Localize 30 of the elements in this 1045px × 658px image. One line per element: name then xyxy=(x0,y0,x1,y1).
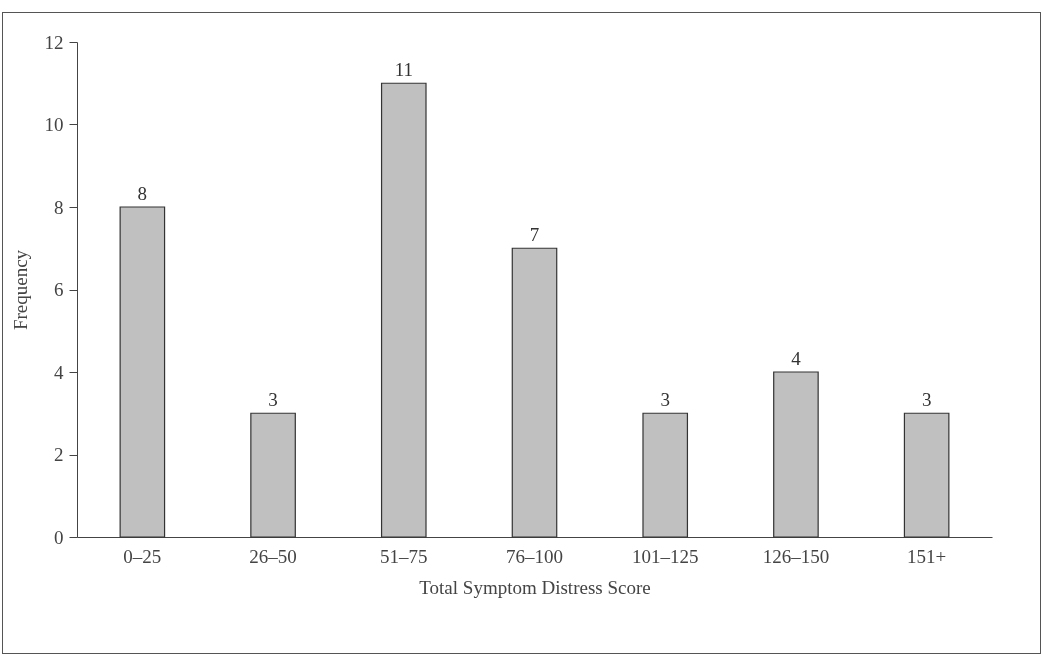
data-label: 8 xyxy=(137,183,148,204)
data-label: 3 xyxy=(268,389,278,411)
data-label: 4 xyxy=(791,348,802,369)
y-tick-label: 8 xyxy=(54,196,64,218)
y-tick-label: 12 xyxy=(44,31,64,53)
bar xyxy=(642,412,689,538)
data-label: 11 xyxy=(394,59,413,81)
bar xyxy=(903,412,950,538)
bar xyxy=(380,82,427,538)
x-tick-label: 0–25 xyxy=(123,545,162,567)
bar xyxy=(250,412,296,538)
y-tick-label: 4 xyxy=(54,361,64,383)
bar xyxy=(773,371,819,538)
y-axis-title: Frequency xyxy=(9,249,31,331)
x-tick-label: 76–100 xyxy=(506,545,563,567)
x-tick-label: 51–75 xyxy=(380,545,428,567)
data-label: 7 xyxy=(529,224,540,246)
data-label: 3 xyxy=(660,389,670,411)
bar xyxy=(119,206,166,538)
bar xyxy=(511,247,558,538)
x-tick-label: 26–50 xyxy=(249,545,297,567)
y-tick-label: 6 xyxy=(54,279,64,300)
y-tick-label: 0 xyxy=(54,526,64,548)
x-tick-label: 126–150 xyxy=(762,545,830,567)
x-axis-title: Total Symptom Distress Score xyxy=(419,576,651,598)
y-tick-label: 10 xyxy=(44,114,64,135)
x-tick-label: 151+ xyxy=(907,545,947,567)
y-tick-label: 2 xyxy=(54,444,64,465)
data-label: 3 xyxy=(921,389,932,411)
x-tick-label: 101–125 xyxy=(631,545,699,567)
